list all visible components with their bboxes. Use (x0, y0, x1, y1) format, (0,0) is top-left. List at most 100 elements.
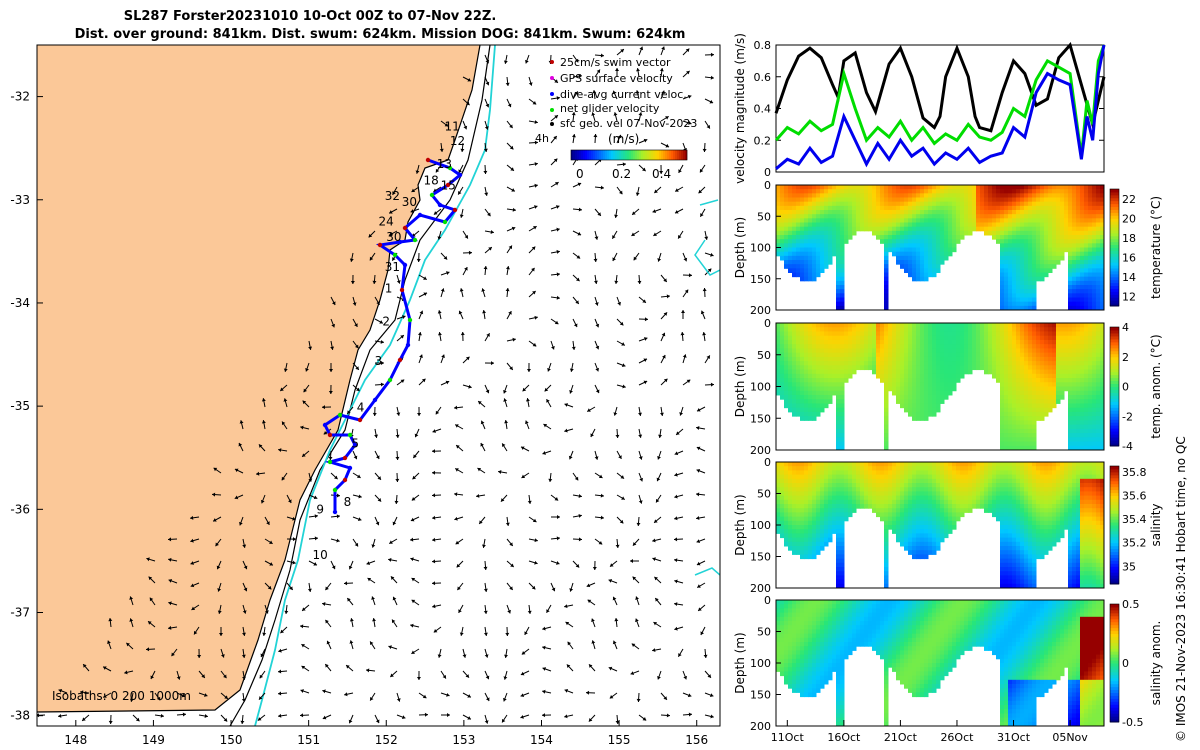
heatmap-cell (1008, 348, 1013, 354)
heatmap-cell (1084, 185, 1089, 190)
heatmap-cell (1092, 201, 1097, 207)
heatmap-cell (1084, 297, 1089, 303)
heatmap-cell (1088, 235, 1093, 240)
heatmap-cell (832, 235, 837, 240)
heatmap-cell (864, 185, 869, 190)
heatmap-cell (1040, 399, 1045, 404)
heatmap-cell (900, 403, 905, 409)
heatmap-cell (960, 214, 965, 219)
heatmap-cell (924, 222, 929, 228)
heatmap-cell (784, 348, 789, 354)
y-tick-label: 50 (757, 349, 771, 362)
heatmap-cell (808, 268, 813, 273)
heatmap-cell (1100, 411, 1105, 417)
heatmap-cell (1040, 369, 1045, 375)
heatmap-cell (940, 339, 945, 345)
heatmap-cell (1000, 361, 1005, 366)
heatmap-cell (1072, 193, 1077, 198)
heatmap-cell (832, 197, 837, 203)
heatmap-cell (1084, 437, 1089, 443)
heatmap-cell (1044, 378, 1049, 383)
heatmap-cell (1016, 226, 1021, 232)
heatmap-cell (920, 230, 925, 236)
heatmap-cell (824, 235, 829, 240)
heatmap-cell (884, 382, 889, 387)
heatmap-cell (940, 239, 945, 244)
heatmap-cell (876, 373, 881, 379)
heatmap-cell (1096, 226, 1101, 232)
heatmap-cell (844, 201, 849, 207)
heatmap-cell (872, 331, 877, 337)
heatmap-cell (892, 243, 897, 248)
heatmap-cell (940, 189, 945, 194)
heatmap-cell (1032, 305, 1037, 311)
heatmap-cell (1036, 361, 1041, 366)
heatmap-cell (1016, 222, 1021, 228)
heatmap-cell (832, 251, 837, 257)
heatmap-cell (884, 272, 889, 278)
heatmap-cell (960, 348, 965, 354)
heatmap-cell (996, 331, 1001, 337)
heatmap-cell (844, 361, 849, 366)
heatmap-cell (876, 226, 881, 232)
legend-net-glider: net glider velocity (560, 102, 660, 115)
heatmap-cell (880, 235, 885, 240)
heatmap-cell (832, 356, 837, 362)
heatmap-cell (1072, 356, 1077, 362)
day-label: 32 (385, 189, 400, 203)
heatmap-cell (860, 331, 865, 337)
heatmap-cell (804, 361, 809, 366)
heatmap-cell (992, 361, 997, 366)
heatmap-cell (1068, 235, 1073, 240)
heatmap-cell (848, 205, 853, 211)
heatmap-cell (1092, 407, 1097, 413)
heatmap-cell (1036, 365, 1041, 371)
heatmap-cell (892, 335, 897, 341)
heatmap-cell (1000, 193, 1005, 198)
heatmap-cell (784, 205, 789, 211)
heatmap-cell (1084, 197, 1089, 203)
heatmap-cell (816, 323, 821, 328)
heatmap-cell (1064, 235, 1069, 240)
heatmap-cell (1060, 247, 1065, 253)
heatmap-cell (1004, 327, 1009, 332)
heatmap-cell (812, 378, 817, 383)
heatmap-cell (968, 230, 973, 236)
colorbar-cell (575, 150, 578, 160)
heatmap-cell (840, 352, 845, 358)
heatmap-cell (1052, 339, 1057, 345)
heatmap-cell (880, 193, 885, 198)
heatmap-cell (1064, 185, 1069, 190)
heatmap-cell (820, 260, 825, 265)
heatmap-cell (932, 222, 937, 228)
heatmap-cell (884, 356, 889, 362)
colorbar-cell (1110, 303, 1119, 307)
heatmap-cell (776, 210, 781, 215)
heatmap-cell (824, 214, 829, 219)
heatmap-cell (1052, 193, 1057, 198)
heatmap-cell (1044, 373, 1049, 379)
heatmap-cell (1080, 420, 1085, 426)
heatmap-cell (1056, 260, 1061, 265)
heatmap-cell (828, 369, 833, 375)
heatmap-cell (1016, 210, 1021, 215)
heatmap-cell (988, 327, 993, 332)
heatmap-cell (868, 189, 873, 194)
heatmap-cell (1016, 235, 1021, 240)
heatmap-cell (776, 386, 781, 392)
heatmap-cell (896, 210, 901, 215)
heatmap-cell (1088, 255, 1093, 261)
heatmap-cell (1052, 394, 1057, 400)
heatmap-cell (968, 361, 973, 366)
heatmap-cell (816, 411, 821, 417)
heatmap-cell (1100, 416, 1105, 421)
legend-gps-velocity: GPS surface velocity (560, 72, 673, 85)
heatmap-cell (780, 222, 785, 228)
heatmap-cell (1088, 352, 1093, 358)
heatmap-cell (1016, 348, 1021, 354)
heatmap-cell (1088, 348, 1093, 354)
heatmap-cell (1012, 390, 1017, 396)
heatmap-cell (956, 193, 961, 198)
heatmap-cell (932, 411, 937, 417)
heatmap-cell (940, 235, 945, 240)
